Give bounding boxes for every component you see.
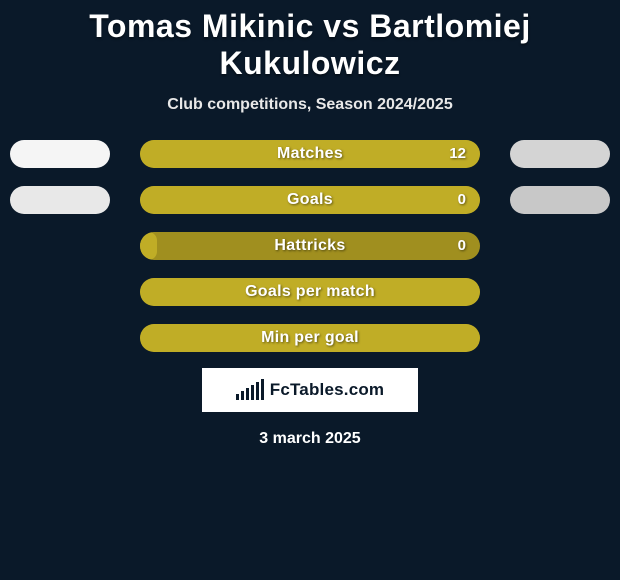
stat-row: Goals per match <box>0 278 620 306</box>
stat-bar-label: Min per goal <box>140 324 480 352</box>
chart-bars-icon <box>236 380 264 400</box>
player-right-pill <box>510 186 610 214</box>
player-left-pill <box>10 186 110 214</box>
snapshot-date: 3 march 2025 <box>0 430 620 448</box>
comparison-bars-container: Matches12Goals0Hattricks0Goals per match… <box>0 140 620 352</box>
logo-bar-segment <box>236 394 239 400</box>
logo-bar-segment <box>256 382 259 400</box>
stat-bar-value: 0 <box>458 186 466 214</box>
stat-row: Min per goal <box>0 324 620 352</box>
stat-row: Matches12 <box>0 140 620 168</box>
stat-bar-label: Goals <box>140 186 480 214</box>
stat-bar-label: Hattricks <box>140 232 480 260</box>
player-left-pill <box>10 140 110 168</box>
logo-bar-segment <box>251 385 254 400</box>
logo-bar-segment <box>241 391 244 400</box>
stat-bar-label: Goals per match <box>140 278 480 306</box>
fctables-logo: FcTables.com <box>202 368 418 412</box>
stat-bar-track: Matches12 <box>140 140 480 168</box>
logo-bar-segment <box>246 388 249 400</box>
stat-bar-label: Matches <box>140 140 480 168</box>
stat-row: Hattricks0 <box>0 232 620 260</box>
player-right-pill <box>510 140 610 168</box>
comparison-subtitle: Club competitions, Season 2024/2025 <box>0 96 620 114</box>
stat-row: Goals0 <box>0 186 620 214</box>
stat-bar-track: Min per goal <box>140 324 480 352</box>
stat-bar-track: Goals per match <box>140 278 480 306</box>
stat-bar-track: Goals0 <box>140 186 480 214</box>
stat-bar-track: Hattricks0 <box>140 232 480 260</box>
stat-bar-value: 12 <box>449 140 466 168</box>
comparison-title: Tomas Mikinic vs Bartlomiej Kukulowicz <box>0 0 620 82</box>
stat-bar-value: 0 <box>458 232 466 260</box>
logo-text: FcTables.com <box>270 380 385 400</box>
logo-bar-segment <box>261 379 264 400</box>
